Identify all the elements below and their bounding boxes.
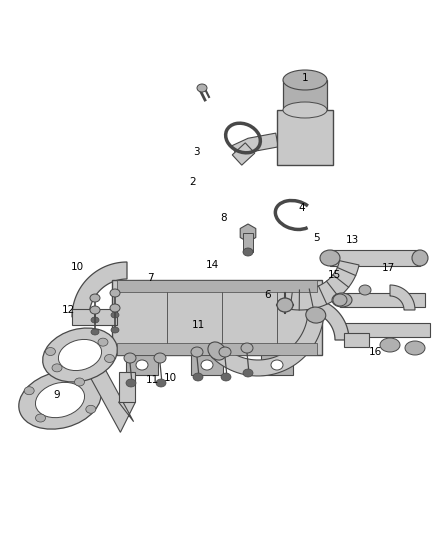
Ellipse shape [111,312,119,318]
Polygon shape [72,262,127,317]
Ellipse shape [277,298,293,312]
Text: 10: 10 [71,262,84,272]
Text: 11: 11 [191,320,205,330]
Polygon shape [243,233,253,252]
Ellipse shape [110,304,120,312]
Polygon shape [117,280,317,292]
Polygon shape [340,323,430,337]
Ellipse shape [283,102,327,118]
Polygon shape [212,314,324,376]
Text: 2: 2 [190,177,196,187]
Ellipse shape [126,379,136,387]
Text: 7: 7 [147,273,153,283]
Ellipse shape [306,307,326,323]
Polygon shape [290,261,359,310]
Ellipse shape [359,285,371,295]
Ellipse shape [91,317,99,323]
Polygon shape [112,280,322,355]
Ellipse shape [271,360,283,370]
Text: 9: 9 [54,390,60,400]
Text: 5: 5 [313,233,319,243]
Polygon shape [78,346,135,432]
Polygon shape [232,143,255,165]
Polygon shape [283,80,327,110]
Ellipse shape [91,329,99,335]
Ellipse shape [219,347,231,357]
Text: 10: 10 [163,373,177,383]
Ellipse shape [405,341,425,355]
Ellipse shape [380,338,400,352]
Ellipse shape [35,382,85,418]
Polygon shape [277,110,333,165]
Ellipse shape [208,342,226,360]
Ellipse shape [90,294,100,302]
Ellipse shape [193,373,203,381]
Ellipse shape [412,250,428,266]
Ellipse shape [154,353,166,363]
Polygon shape [126,355,158,375]
Polygon shape [119,372,135,402]
Ellipse shape [24,387,34,395]
Text: 15: 15 [327,270,341,280]
Polygon shape [390,285,415,310]
Ellipse shape [19,371,101,429]
Polygon shape [232,133,278,158]
Ellipse shape [111,327,119,333]
Ellipse shape [241,343,253,353]
Text: 12: 12 [61,305,74,315]
Ellipse shape [201,360,213,370]
Text: 4: 4 [299,203,305,213]
Text: 8: 8 [221,213,227,223]
Ellipse shape [86,405,96,413]
Ellipse shape [46,348,56,356]
Ellipse shape [332,293,352,307]
Ellipse shape [320,250,340,266]
Ellipse shape [221,373,231,381]
Ellipse shape [74,378,85,386]
Ellipse shape [283,70,327,90]
Ellipse shape [105,354,115,362]
Ellipse shape [98,338,108,346]
Text: 14: 14 [205,260,219,270]
Ellipse shape [243,369,253,377]
Ellipse shape [58,340,102,370]
Ellipse shape [90,306,100,314]
Text: 11: 11 [145,375,159,385]
Ellipse shape [136,360,148,370]
Polygon shape [344,333,369,347]
Ellipse shape [243,248,253,256]
Polygon shape [261,355,293,375]
Ellipse shape [124,353,136,363]
Polygon shape [307,298,349,340]
Polygon shape [240,224,256,242]
Text: 17: 17 [381,263,395,273]
Text: 6: 6 [265,290,271,300]
Ellipse shape [42,328,117,382]
Text: 3: 3 [193,147,199,157]
Ellipse shape [156,379,166,387]
Polygon shape [330,250,420,266]
Ellipse shape [110,289,120,297]
Ellipse shape [197,84,207,92]
Polygon shape [72,309,117,326]
Polygon shape [191,355,223,375]
Text: 1: 1 [302,73,308,83]
Ellipse shape [52,364,62,372]
Text: 16: 16 [368,347,381,357]
Polygon shape [117,343,317,355]
Ellipse shape [191,347,203,357]
Text: 13: 13 [346,235,359,245]
Polygon shape [340,293,425,307]
Ellipse shape [35,414,46,422]
Ellipse shape [333,294,347,306]
